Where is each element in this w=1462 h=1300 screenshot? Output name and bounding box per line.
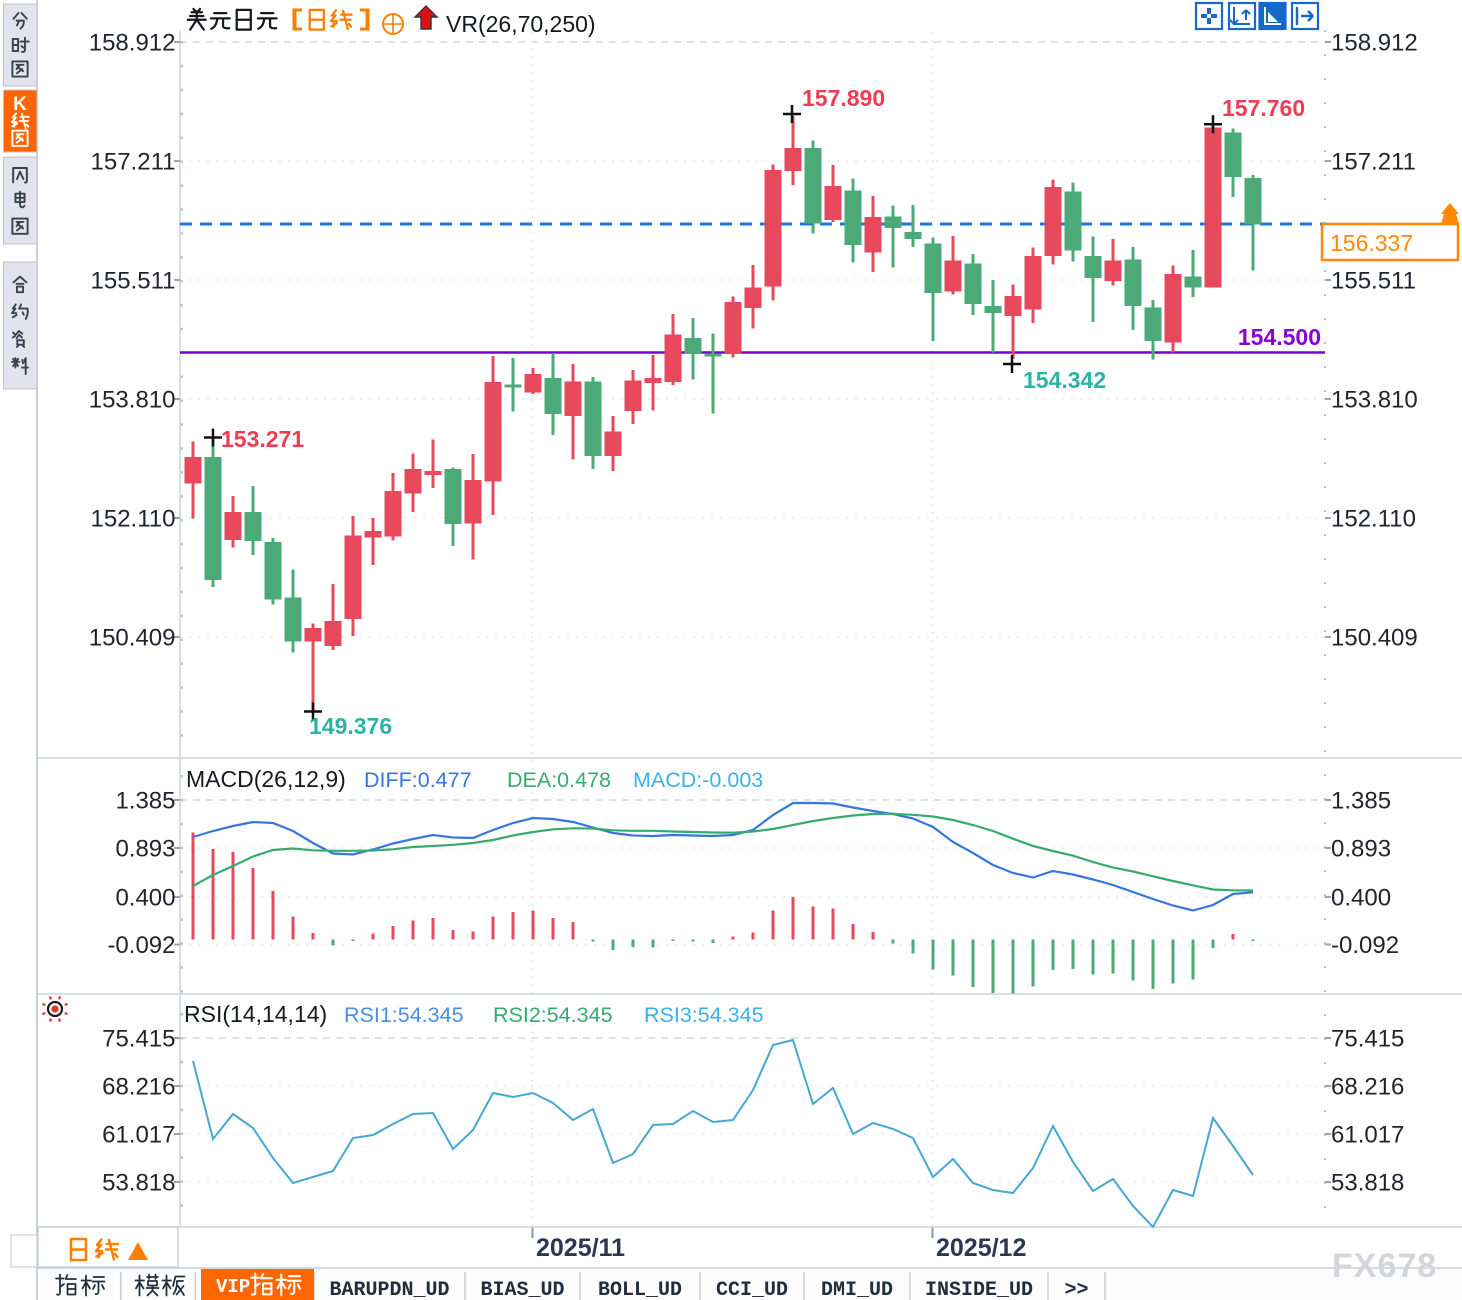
svg-text:153.271: 153.271 (221, 426, 304, 452)
svg-text:2025/11: 2025/11 (536, 1234, 625, 1262)
svg-text:BOLL_UD: BOLL_UD (598, 1279, 682, 1300)
svg-text:53.818: 53.818 (1331, 1170, 1404, 1197)
svg-text:DMI_UD: DMI_UD (821, 1279, 893, 1300)
svg-text:>>: >> (1064, 1279, 1088, 1300)
svg-text:61.017: 61.017 (1331, 1122, 1404, 1149)
svg-text:150.409: 150.409 (1331, 625, 1418, 652)
svg-text:1.385: 1.385 (115, 788, 175, 815)
svg-text:154.500: 154.500 (1238, 324, 1321, 350)
svg-text:157.760: 157.760 (1222, 95, 1305, 121)
svg-text:154.342: 154.342 (1023, 367, 1106, 393)
svg-text:158.912: 158.912 (89, 30, 176, 57)
svg-text:152.110: 152.110 (91, 506, 176, 533)
svg-text:157.890: 157.890 (802, 85, 885, 111)
svg-text:MACD(26,12,9): MACD(26,12,9) (186, 766, 346, 792)
svg-text:RSI1:54.345: RSI1:54.345 (344, 1003, 464, 1027)
svg-text:158.912: 158.912 (1331, 30, 1418, 57)
svg-text:2025/12: 2025/12 (936, 1234, 1026, 1262)
svg-text:149.376: 149.376 (309, 713, 392, 739)
svg-text:-0.092: -0.092 (107, 932, 175, 959)
svg-text:153.810: 153.810 (1331, 387, 1418, 414)
svg-text:-0.092: -0.092 (1331, 932, 1399, 959)
svg-text:155.511: 155.511 (91, 268, 176, 295)
svg-text:156.337: 156.337 (1330, 230, 1413, 256)
svg-text:RSI2:54.345: RSI2:54.345 (493, 1003, 613, 1027)
svg-text:157.211: 157.211 (1331, 149, 1416, 176)
svg-text:0.400: 0.400 (115, 885, 175, 912)
svg-text:VR(26,70,250): VR(26,70,250) (446, 11, 596, 37)
svg-text:61.017: 61.017 (102, 1122, 175, 1149)
svg-text:BARUPDN_UD: BARUPDN_UD (329, 1279, 449, 1300)
svg-text:68.216: 68.216 (102, 1074, 175, 1101)
svg-text:VIP: VIP (216, 1276, 250, 1298)
svg-text:MACD:-0.003: MACD:-0.003 (633, 768, 763, 792)
svg-text:155.511: 155.511 (1331, 268, 1416, 295)
svg-text:0.893: 0.893 (1331, 836, 1391, 863)
svg-text:RSI3:54.345: RSI3:54.345 (644, 1003, 764, 1027)
svg-text:152.110: 152.110 (1331, 506, 1416, 533)
svg-text:DIFF:0.477: DIFF:0.477 (364, 768, 472, 792)
svg-text:FX678: FX678 (1332, 1247, 1437, 1285)
svg-text:68.216: 68.216 (1331, 1074, 1404, 1101)
svg-text:0.400: 0.400 (1331, 885, 1391, 912)
svg-text:K: K (13, 94, 27, 115)
svg-text:RSI(14,14,14): RSI(14,14,14) (184, 1001, 327, 1027)
svg-text:157.211: 157.211 (91, 149, 176, 176)
svg-text:75.415: 75.415 (102, 1026, 175, 1053)
svg-text:75.415: 75.415 (1331, 1026, 1404, 1053)
svg-text:DEA:0.478: DEA:0.478 (507, 768, 611, 792)
svg-text:53.818: 53.818 (102, 1170, 175, 1197)
svg-text:150.409: 150.409 (89, 625, 176, 652)
svg-text:CCI_UD: CCI_UD (716, 1279, 788, 1300)
svg-text:1.385: 1.385 (1331, 788, 1391, 815)
svg-text:BIAS_UD: BIAS_UD (480, 1279, 564, 1300)
svg-text:153.810: 153.810 (89, 387, 176, 414)
svg-text:0.893: 0.893 (115, 836, 175, 863)
svg-text:INSIDE_UD: INSIDE_UD (925, 1279, 1033, 1300)
